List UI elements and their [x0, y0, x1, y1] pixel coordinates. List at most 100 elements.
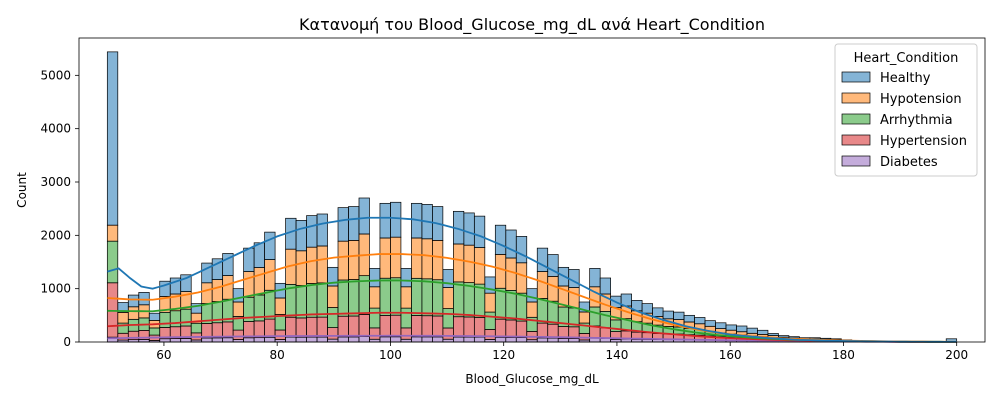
- bar-hypertension: [222, 321, 234, 339]
- bar-hypotension: [494, 254, 507, 289]
- bar-hypertension: [327, 327, 339, 340]
- bar-diabetes: [201, 337, 213, 343]
- bar-arrhythmia: [547, 300, 559, 325]
- bar-hypertension: [348, 315, 360, 338]
- bar-arrhythmia: [432, 279, 444, 317]
- x-tick-label: 100: [379, 348, 402, 362]
- bar-healthy: [138, 292, 150, 306]
- bar-arrhythmia: [327, 307, 339, 328]
- bar-hypotension: [578, 311, 591, 324]
- bar-healthy: [547, 254, 559, 277]
- bar-hypotension: [127, 306, 140, 320]
- bar-hypertension: [505, 319, 517, 338]
- bar-healthy: [652, 307, 664, 317]
- bar-healthy: [180, 274, 192, 292]
- bar-hypotension: [453, 243, 465, 283]
- bar-healthy: [369, 268, 381, 288]
- bar-healthy: [526, 288, 538, 303]
- bar-diabetes: [253, 337, 265, 343]
- bar-hypotension: [390, 236, 402, 279]
- bar-healthy: [505, 229, 517, 259]
- bar-arrhythmia: [463, 282, 475, 318]
- legend: Heart_Condition Healthy Hypotension Arrhyth…: [834, 43, 978, 177]
- bar-hypertension: [411, 315, 423, 338]
- bar-hypotension: [222, 275, 234, 300]
- x-tick-label: 140: [605, 348, 628, 362]
- bar-healthy: [599, 277, 611, 295]
- bar-hypertension: [253, 320, 265, 339]
- bar-arrhythmia: [316, 282, 328, 318]
- bar-diabetes: [379, 336, 391, 343]
- bar-hypotension: [211, 279, 224, 302]
- bar-arrhythmia: [264, 289, 276, 320]
- y-tick-label: 5000: [40, 68, 71, 82]
- bar-healthy: [442, 269, 454, 288]
- bar-arrhythmia: [106, 240, 119, 284]
- bar-diabetes: [337, 336, 349, 343]
- bar-hypotension: [536, 271, 549, 299]
- bar-arrhythmia: [369, 307, 381, 329]
- x-tick-label: 60: [156, 348, 171, 362]
- bar-healthy: [494, 224, 507, 255]
- bar-healthy: [683, 314, 695, 323]
- kde-curves: [107, 216, 957, 343]
- y-tick-label: 1000: [40, 282, 71, 296]
- bar-hypotension: [201, 282, 213, 304]
- bar-healthy: [641, 303, 653, 314]
- bar-arrhythmia: [484, 311, 496, 330]
- bar-arrhythmia: [148, 327, 161, 336]
- bar-healthy: [243, 247, 255, 272]
- bar-healthy: [736, 325, 748, 333]
- bar-diabetes: [316, 336, 328, 343]
- bar-diabetes: [358, 336, 370, 343]
- bar-diabetes: [442, 338, 454, 343]
- bar-hypotension: [232, 301, 244, 317]
- bar-diabetes: [180, 338, 192, 343]
- bar-arrhythmia: [190, 322, 203, 334]
- bar-hypotension: [505, 257, 517, 291]
- bar-hypertension: [274, 329, 286, 340]
- bar-hypertension: [295, 317, 307, 338]
- bar-hypotension: [484, 292, 496, 313]
- bar-diabetes: [505, 337, 517, 343]
- bar-healthy: [337, 207, 349, 242]
- bar-hypotension: [432, 240, 444, 281]
- bar-healthy: [264, 231, 276, 260]
- legend-swatch-arrhythmia: [841, 113, 871, 125]
- bar-healthy: [673, 311, 685, 320]
- bar-arrhythmia: [169, 310, 182, 328]
- bar-healthy: [127, 294, 140, 308]
- bar-healthy: [757, 329, 769, 335]
- legend-label-diabetes: Diabetes: [880, 155, 938, 170]
- bar-arrhythmia: [536, 298, 549, 324]
- bar-hypertension: [400, 327, 412, 340]
- bar-hypotension: [547, 276, 559, 302]
- bar-hypertension: [232, 329, 244, 340]
- legend-label-healthy: Healthy: [880, 71, 931, 86]
- bar-hypertension: [599, 327, 611, 339]
- bar-diabetes: [557, 338, 570, 343]
- legend-swatch-diabetes: [841, 155, 871, 167]
- bar-hypotension: [515, 262, 528, 294]
- bar-healthy: [295, 220, 307, 252]
- bar-healthy: [589, 268, 601, 288]
- bar-hypotension: [411, 237, 423, 279]
- bar-arrhythmia: [306, 283, 318, 318]
- bar-hypertension: [211, 322, 224, 339]
- bar-arrhythmia: [295, 285, 307, 319]
- y-axis-title: Count: [15, 172, 29, 208]
- bar-arrhythmia: [390, 277, 402, 316]
- bar-diabetes: [295, 336, 307, 343]
- bar-hypotension: [295, 250, 307, 286]
- bar-diabetes: [568, 338, 580, 343]
- bar-healthy: [484, 276, 496, 294]
- x-tick-label: 120: [492, 348, 515, 362]
- bar-hypertension: [494, 318, 507, 338]
- bar-hypertension: [442, 327, 454, 340]
- bar-diabetes: [599, 338, 611, 343]
- bar-hypertension: [390, 314, 402, 338]
- bar-diabetes: [211, 337, 224, 343]
- bar-healthy: [694, 317, 706, 325]
- x-tick-label: 200: [945, 348, 968, 362]
